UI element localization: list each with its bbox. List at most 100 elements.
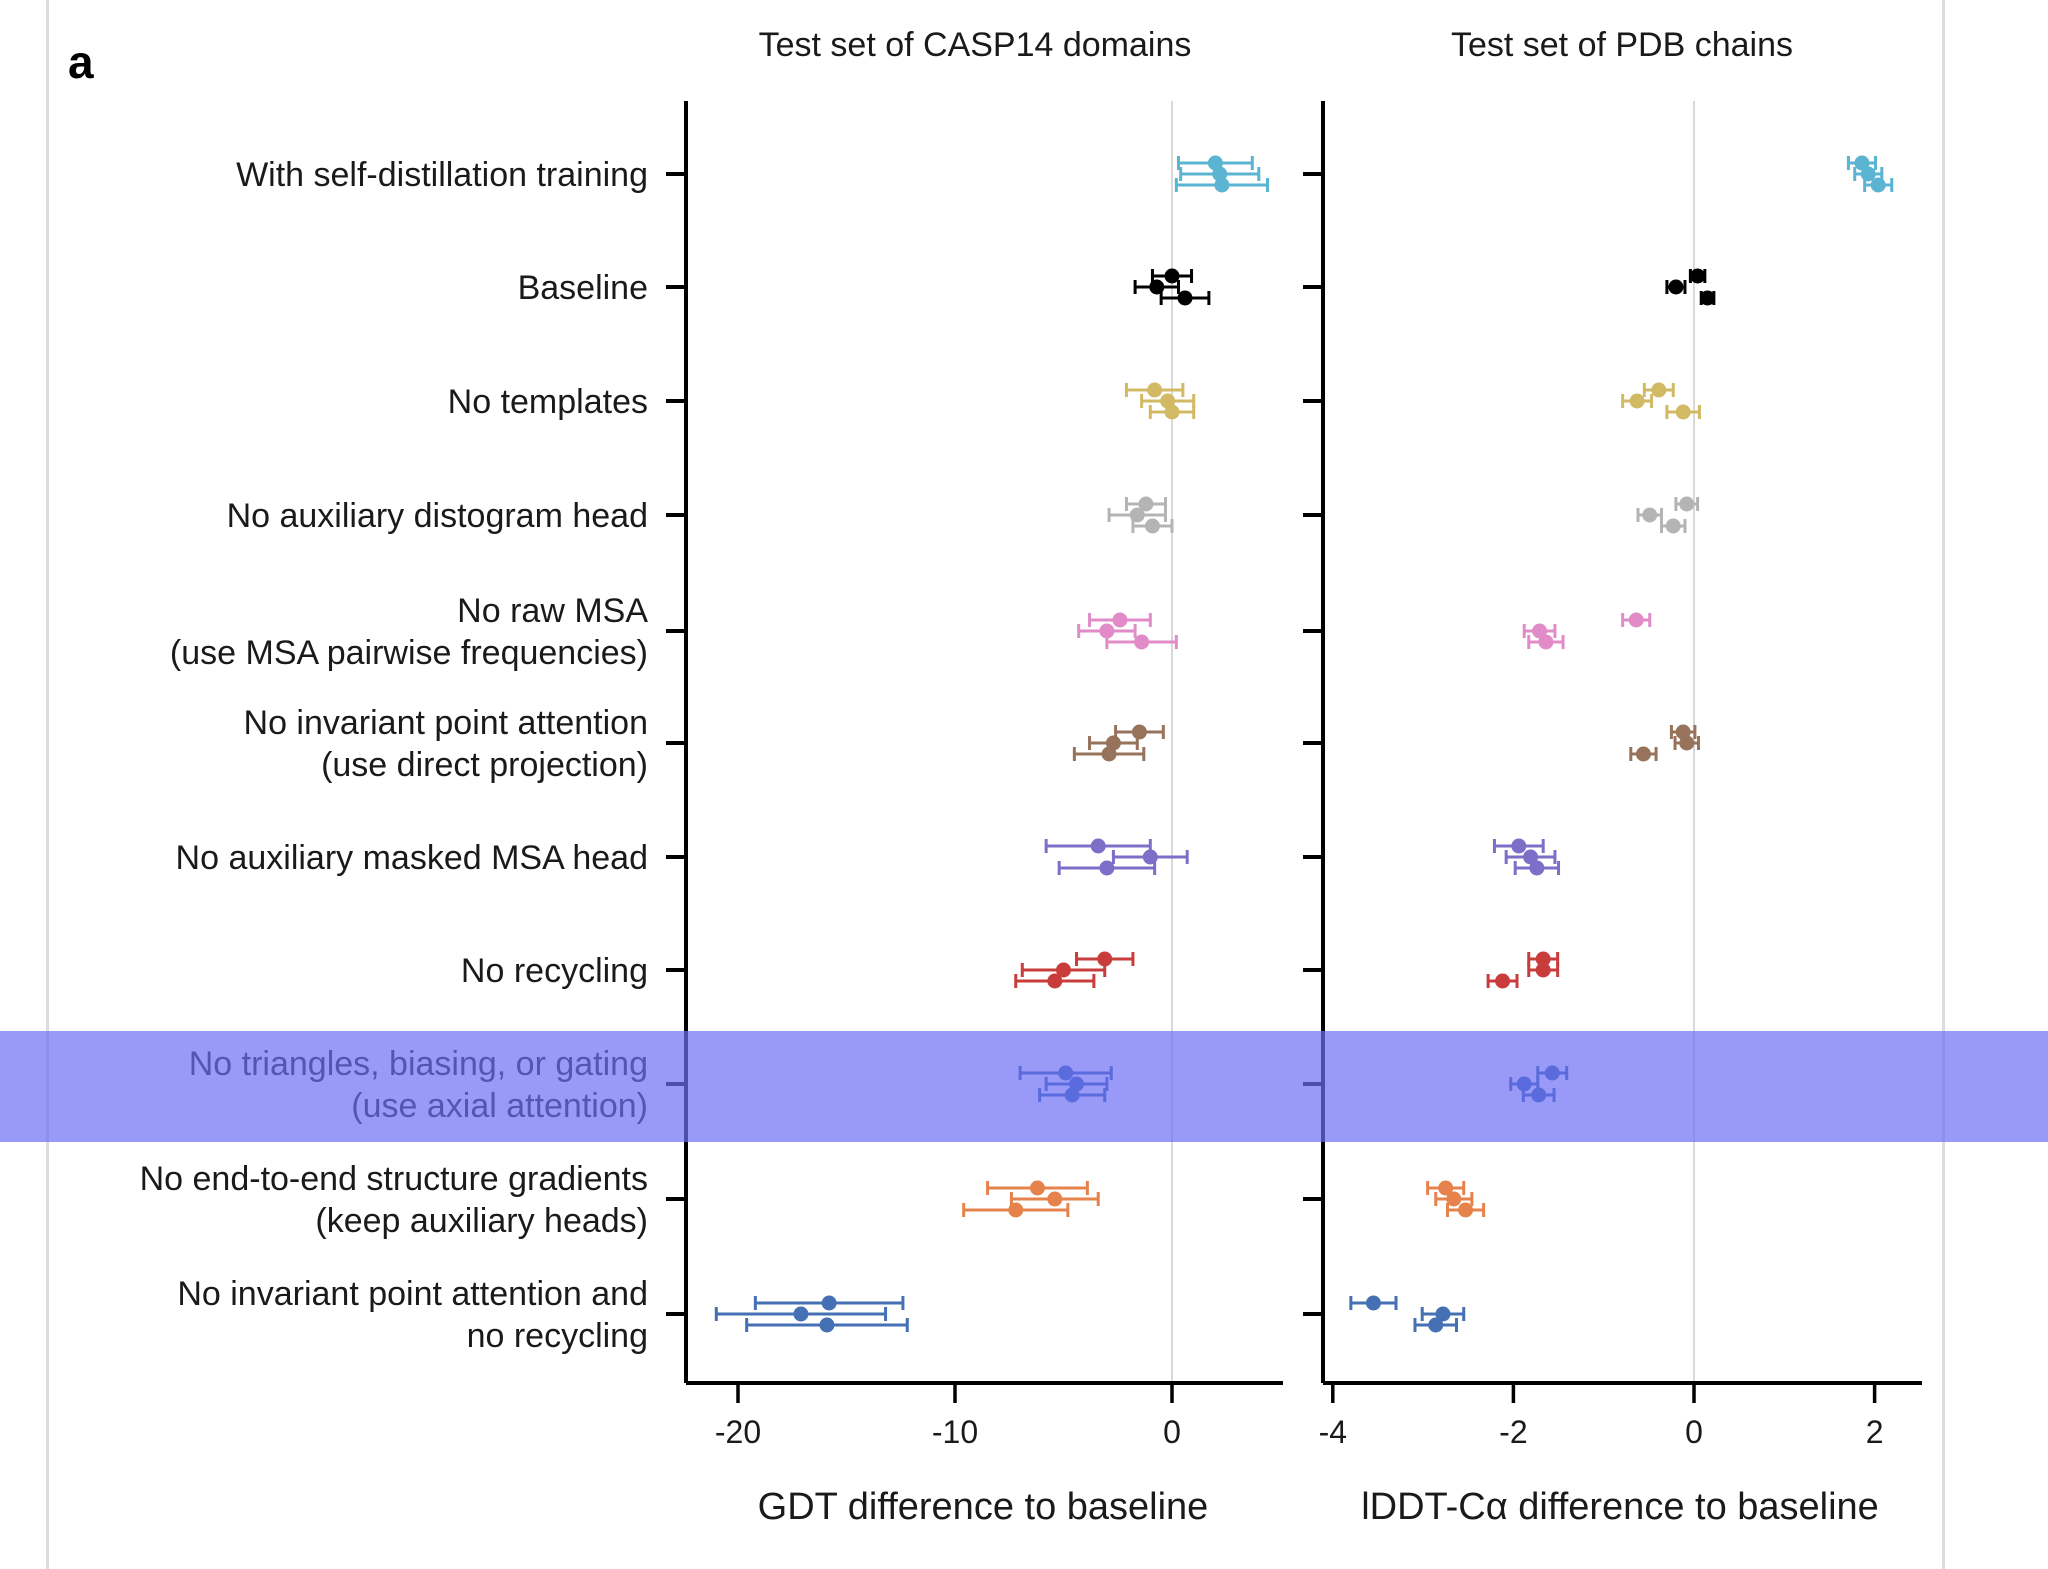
data-point — [1673, 735, 1701, 751]
data-dot — [1635, 746, 1651, 762]
row-label: (keep auxiliary heads) — [315, 1202, 648, 1240]
data-dot — [1511, 838, 1527, 854]
data-point — [1642, 382, 1675, 398]
data-dot — [1495, 973, 1511, 989]
left-panel-title: Test set of CASP14 domains — [759, 26, 1192, 64]
row-label: (use axial attention) — [351, 1087, 648, 1125]
left-x-axis-label: GDT difference to baseline — [758, 1486, 1209, 1528]
row-label: With self-distillation training — [236, 156, 648, 194]
row-label: No auxiliary distogram head — [227, 497, 648, 535]
data-dot — [1142, 849, 1158, 865]
data-dot — [1164, 268, 1180, 284]
data-dot — [1532, 623, 1548, 639]
data-point — [1014, 973, 1096, 989]
data-point — [1105, 634, 1178, 650]
data-point — [1148, 404, 1196, 420]
data-dot — [1138, 496, 1154, 512]
data-dot — [1690, 268, 1706, 284]
page-border-right — [1942, 0, 1945, 1569]
data-point — [1077, 623, 1137, 639]
x-tick-label: 0 — [1685, 1414, 1703, 1450]
data-dot — [1099, 623, 1115, 639]
data-point — [1124, 382, 1185, 398]
data-point — [1159, 290, 1211, 306]
data-point — [1072, 746, 1146, 762]
left-panel: -20 -10 0 — [666, 101, 1283, 1450]
data-dot — [1047, 1191, 1063, 1207]
data-point — [1504, 849, 1557, 865]
data-point — [1636, 507, 1663, 523]
data-point — [1699, 290, 1716, 306]
data-point — [986, 1180, 1089, 1196]
x-tick-label: 0 — [1163, 1414, 1181, 1450]
data-dot — [1147, 382, 1163, 398]
data-dot — [1870, 177, 1886, 193]
data-point — [1527, 962, 1560, 978]
data-point — [962, 1202, 1070, 1218]
data-point — [753, 1295, 905, 1311]
data-point — [1349, 1295, 1398, 1311]
data-dot — [1058, 1065, 1074, 1081]
data-dot — [1458, 1202, 1474, 1218]
data-dot — [1535, 951, 1551, 967]
data-dot — [1164, 404, 1180, 420]
row-labels: With self-distillation training Baseline N… — [140, 156, 649, 1355]
data-dot — [1438, 1180, 1454, 1196]
x-tick-label: -2 — [1499, 1414, 1527, 1450]
data-dot — [1149, 279, 1165, 295]
data-dot — [1144, 518, 1160, 534]
page-border-left — [46, 0, 49, 1569]
row-label: No raw MSA — [457, 592, 648, 630]
data-point — [1420, 1306, 1466, 1322]
data-point — [1038, 1087, 1107, 1103]
data-dot — [1628, 612, 1644, 628]
data-point — [1174, 177, 1269, 193]
x-tick-label: -4 — [1319, 1414, 1347, 1450]
row-label: No recycling — [461, 952, 648, 990]
data-point — [1527, 634, 1565, 650]
data-point — [1044, 838, 1152, 854]
data-dot — [1854, 155, 1870, 171]
data-dot — [1531, 1087, 1547, 1103]
data-dot — [1665, 518, 1681, 534]
data-point — [1853, 166, 1884, 182]
data-point — [1020, 962, 1107, 978]
data-dot — [1544, 1065, 1560, 1081]
data-dot — [1668, 279, 1684, 295]
data-dot — [1029, 1180, 1045, 1196]
data-dot — [1047, 973, 1063, 989]
data-dot — [1112, 612, 1128, 628]
data-dot — [821, 1295, 837, 1311]
data-point — [1522, 623, 1557, 639]
data-dot — [1428, 1317, 1444, 1333]
right-x-axis-label: lDDT-Cα difference to baseline — [1361, 1486, 1879, 1528]
data-point — [1018, 1065, 1113, 1081]
row-label: No triangles, biasing, or gating — [189, 1045, 648, 1083]
data-dot — [819, 1317, 835, 1333]
data-dot — [1008, 1202, 1024, 1218]
data-point — [1492, 838, 1545, 854]
data-point — [1846, 155, 1878, 171]
data-dot — [1177, 290, 1193, 306]
data-point — [1629, 746, 1658, 762]
data-dot — [1700, 290, 1716, 306]
data-dot — [1679, 496, 1695, 512]
data-point — [1131, 518, 1174, 534]
data-dot — [1097, 951, 1113, 967]
data-dot — [1214, 177, 1230, 193]
row-label: No invariant point attention and — [177, 1275, 648, 1313]
data-point — [1133, 279, 1181, 295]
data-point — [1179, 166, 1261, 182]
data-dot — [1679, 735, 1695, 751]
data-point — [1111, 849, 1189, 865]
data-dot — [793, 1306, 809, 1322]
data-point — [1659, 518, 1687, 534]
data-dot — [1642, 507, 1658, 523]
right-panel-title: Test set of PDB chains — [1451, 26, 1793, 64]
data-point — [1426, 1180, 1466, 1196]
data-dot — [1860, 166, 1876, 182]
data-point — [1536, 1065, 1569, 1081]
data-point — [1124, 496, 1167, 512]
row-label: (use direct projection) — [321, 746, 648, 784]
